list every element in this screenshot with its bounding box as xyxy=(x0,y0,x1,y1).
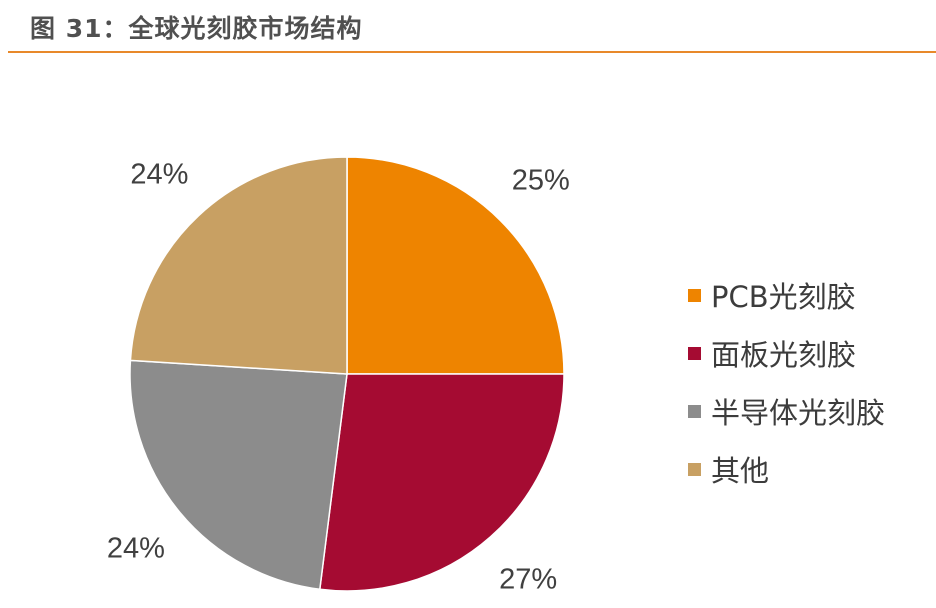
pie-slice-other xyxy=(129,156,348,375)
title-underline xyxy=(8,51,936,53)
pie-slice-panel xyxy=(318,373,565,592)
legend-item-panel: 面板光刻胶 xyxy=(688,324,885,382)
legend-label: 半导体光刻胶 xyxy=(711,396,886,430)
legend-item-other: 其他 xyxy=(688,440,885,498)
data-label-semiconductor: 24% xyxy=(107,533,165,565)
legend-swatch xyxy=(688,462,701,476)
legend-label: 面板光刻胶 xyxy=(711,338,857,372)
legend-swatch xyxy=(688,404,701,418)
data-label-panel: 27% xyxy=(499,564,557,596)
pie-slice-semiconductor xyxy=(129,359,348,591)
pie-slice-pcb xyxy=(346,156,565,375)
legend-swatch xyxy=(688,288,701,302)
legend-item-pcb: PCB光刻胶 xyxy=(688,266,885,324)
chart-legend: PCB光刻胶 面板光刻胶半导体光刻胶 其他 xyxy=(688,266,885,498)
data-label-pcb: 25% xyxy=(512,164,570,196)
pie-slices xyxy=(129,156,565,592)
legend-label: 其他 xyxy=(711,454,770,488)
legend-label: PCB光刻胶 xyxy=(711,280,856,314)
data-label-other: 24% xyxy=(130,158,188,190)
figure-title: 图 31：全球光刻胶市场结构 xyxy=(30,14,363,43)
legend-swatch xyxy=(688,346,701,360)
legend-item-semiconductor: 半导体光刻胶 xyxy=(688,382,885,440)
pie-data-labels: 25% 27% 24% 24% xyxy=(107,158,570,595)
